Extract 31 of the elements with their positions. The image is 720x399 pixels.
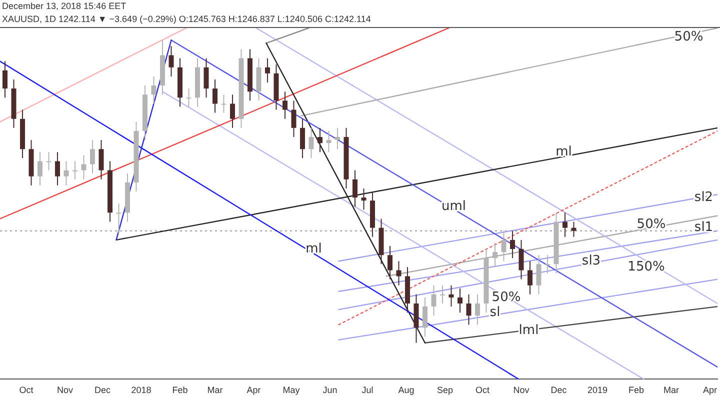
- annotation: 50%: [492, 290, 521, 305]
- x-tick-label: Mar: [207, 385, 223, 396]
- x-tick-label: Oct: [19, 385, 34, 396]
- x-tick-label: Jul: [362, 385, 374, 396]
- x-tick-label: Oct: [475, 385, 490, 396]
- x-tick-label: Apr: [702, 385, 718, 396]
- x-tick-label: Feb: [628, 385, 644, 396]
- annotation: sl1: [694, 220, 714, 236]
- chart-subtitle: XAUUSD, 1D 1242.114 ▼ −3.649 (−0.29%) O:1245.763 H:1246.837 L:1240.506 C:1242.114: [2, 13, 372, 26]
- x-tick-label: Nov: [513, 385, 530, 396]
- x-tick-label: Dec: [94, 385, 111, 396]
- annotation: sl3: [582, 254, 601, 268]
- annotation: 50%: [674, 29, 704, 44]
- x-tick-label: 2018: [131, 385, 152, 396]
- x-tick-label: Feb: [172, 385, 188, 396]
- chart-title: December 13, 2018 15:46 EET: [2, 0, 128, 13]
- x-tick-label: Nov: [56, 385, 74, 396]
- x-tick-label: Mar: [663, 385, 679, 396]
- x-tick-label: Apr: [246, 385, 261, 396]
- x-tick-label: Aug: [398, 385, 414, 396]
- x-tick-label: Sep: [436, 385, 454, 396]
- x-tick-label: May: [282, 385, 300, 396]
- annotation: 50%: [636, 217, 666, 232]
- annotation: sl2: [694, 190, 714, 205]
- annotation: sl: [490, 304, 500, 320]
- x-tick-label: Dec: [550, 385, 568, 396]
- x-tick-label: Jun: [322, 385, 338, 396]
- annotation: ml: [556, 144, 572, 160]
- annotation: ml: [306, 241, 322, 256]
- x-tick-label: 2019: [587, 385, 608, 396]
- annotation: 150%: [628, 260, 665, 275]
